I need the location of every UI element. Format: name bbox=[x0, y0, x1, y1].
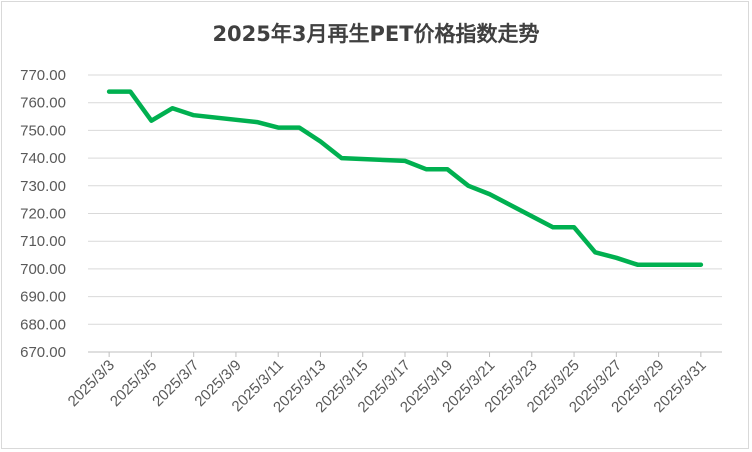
gridlines bbox=[88, 74, 722, 325]
y-tick-label: 750.00 bbox=[20, 122, 66, 139]
x-axis bbox=[88, 351, 722, 357]
series-line bbox=[106, 89, 704, 267]
series-group bbox=[106, 89, 704, 267]
y-tick-label: 670.00 bbox=[20, 344, 66, 361]
y-tick-label: 680.00 bbox=[20, 316, 66, 333]
y-tick-label: 710.00 bbox=[20, 233, 66, 250]
x-axis-tick-labels: 2025/3/32025/3/52025/3/72025/3/92025/3/1… bbox=[65, 357, 710, 416]
y-tick-label: 760.00 bbox=[20, 95, 66, 112]
y-tick-label: 730.00 bbox=[20, 178, 66, 195]
y-tick-label: 690.00 bbox=[20, 289, 66, 306]
y-tick-label: 720.00 bbox=[20, 206, 66, 223]
y-tick-label: 740.00 bbox=[20, 150, 66, 167]
chart-title: 2025年3月再生PET价格指数走势 bbox=[212, 22, 540, 46]
y-axis-tick-labels: 670.00 680.00 690.00 700.00 710.00 720.00 730.… bbox=[20, 67, 66, 361]
y-tick-label: 770.00 bbox=[20, 67, 66, 84]
y-tick-label: 700.00 bbox=[20, 261, 66, 278]
